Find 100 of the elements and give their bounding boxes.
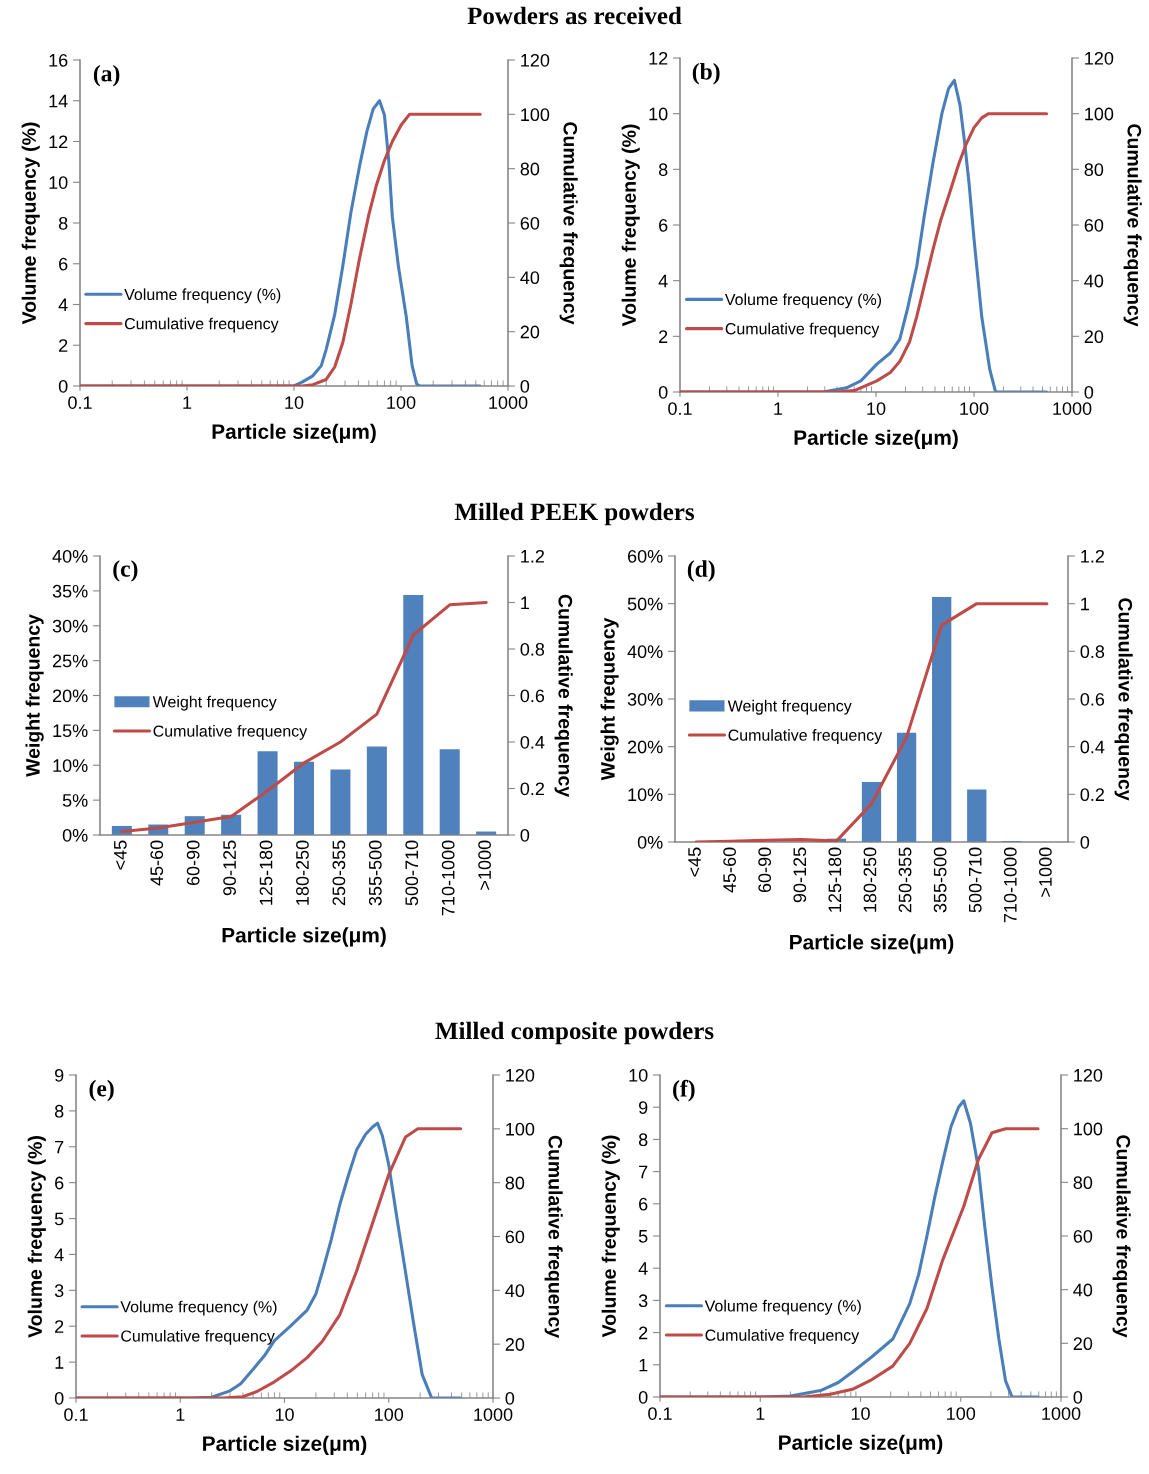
y-tick-label: 3: [54, 1284, 64, 1298]
y-axis-title: Volume frequency (%): [601, 1135, 620, 1338]
x-axis-title: Particle size(μm): [212, 423, 376, 444]
x-tick-label: 500-710: [405, 840, 419, 906]
x-tick-label: 125-180: [828, 847, 842, 912]
x-axis-title: Particle size(μm): [794, 429, 958, 450]
x-tick-label: 1000: [474, 1408, 513, 1421]
x-tick-label: 180-250: [863, 847, 877, 912]
y-tick-label: 6: [659, 218, 668, 232]
y-tick-label: 12: [49, 135, 68, 149]
y2-tick-label: 0.2: [520, 782, 544, 796]
y-tick-label: 1: [55, 1356, 64, 1369]
x-tick-label: 100: [960, 402, 989, 415]
y-tick-label: 5: [54, 1212, 64, 1226]
y-axis-title: Volume frequency (%): [27, 1136, 46, 1338]
y2-axis-title: Cumulative frequency: [1123, 124, 1142, 327]
x-tick-label: >1000: [478, 840, 491, 890]
y-tick-label: 9: [55, 1068, 64, 1082]
y-tick-label: 5: [638, 1230, 648, 1243]
y-tick-label: 14: [49, 94, 68, 108]
x-tick-label: <45: [688, 847, 701, 877]
y2-axis-title: Cumulative frequency: [1112, 1135, 1131, 1338]
y-tick-label: 8: [58, 216, 68, 230]
y2-tick-label: 60: [1073, 1229, 1093, 1243]
x-tick-label: 355-500: [933, 847, 947, 913]
y2-tick-label: 60: [520, 216, 540, 230]
y2-tick-label: 0: [1080, 835, 1090, 849]
x-tick-label: 1000: [1053, 402, 1092, 415]
x-tick-label: 60-90: [758, 847, 772, 893]
x-tick-label: 1: [176, 1408, 185, 1421]
x-tick-label: <45: [114, 840, 127, 870]
y2-tick-label: 60: [1084, 218, 1104, 232]
y2-axis-title: Cumulative frequency: [554, 594, 573, 797]
y-tick-label: 7: [639, 1165, 648, 1179]
y2-tick-label: 80: [1073, 1176, 1093, 1190]
y-tick-label: 50%: [627, 597, 663, 611]
y2-tick-label: 0.2: [1080, 788, 1104, 802]
x-tick-label: 100: [387, 396, 416, 409]
x-tick-label: 180-250: [296, 840, 309, 905]
y-tick-label: 8: [658, 163, 668, 177]
annotation: (f): [673, 1079, 695, 1102]
y-tick-label: 0: [658, 385, 668, 399]
legend-label: Cumulative frequency: [725, 322, 880, 338]
y2-tick-label: 120: [1085, 51, 1114, 65]
x-tick-label: 710-1000: [441, 840, 455, 916]
y2-tick-label: 40: [505, 1284, 525, 1298]
legend-label: Volume frequency (%): [120, 1300, 277, 1316]
y-tick-label: 3: [638, 1294, 648, 1308]
y-tick-label: 4: [54, 1248, 64, 1261]
legend-label: Cumulative frequency: [705, 1329, 860, 1344]
y2-tick-label: 20: [505, 1338, 525, 1351]
x-tick-label: 710-1000: [1003, 847, 1017, 923]
x-tick-label: 90-125: [223, 840, 236, 896]
y-tick-label: 16: [49, 53, 68, 67]
x-tick-label: 0.1: [68, 396, 92, 409]
x-tick-label: 250-355: [332, 840, 346, 906]
y2-tick-label: 0.4: [1080, 740, 1105, 754]
y-tick-label: 40%: [627, 645, 663, 659]
y2-tick-label: 120: [1074, 1068, 1103, 1082]
annotation: (a): [93, 64, 120, 87]
legend-label: Cumulative frequency: [121, 1329, 275, 1345]
text: Milled PEEK powders: [454, 502, 695, 526]
y-tick-label: 0: [54, 1391, 64, 1405]
x-tick-label: 10: [867, 402, 886, 415]
y-axis-title: Volume frequency (%): [621, 124, 640, 327]
legend-label: Volume frequency (%): [724, 293, 882, 309]
x-axis-title: Particle size(μm): [203, 1435, 367, 1456]
y2-tick-label: 100: [506, 1122, 535, 1136]
y2-tick-label: 20: [1073, 1337, 1093, 1351]
y-tick-label: 9: [639, 1101, 648, 1114]
y-tick-label: 60%: [627, 549, 663, 563]
y-tick-label: 30%: [52, 619, 88, 633]
annotation: (c): [113, 560, 138, 582]
y-tick-label: 5%: [62, 794, 88, 807]
y-tick-label: 1: [639, 1358, 648, 1372]
y-tick-label: 10: [629, 1068, 648, 1082]
y-axis-title: Weight frequency: [600, 617, 619, 781]
annotation: (b): [692, 63, 720, 85]
x-axis-title: Particle size(μm): [779, 1434, 943, 1455]
x-tick-label: 45-60: [723, 847, 736, 893]
y2-tick-label: 40: [520, 271, 540, 285]
y-axis-title: Volume frequency (%): [21, 122, 40, 325]
x-tick-label: 355-500: [368, 840, 382, 906]
y2-tick-label: 20: [1084, 330, 1104, 344]
y2-tick-label: 0: [1084, 385, 1094, 399]
y-tick-label: 6: [59, 257, 68, 271]
x-tick-label: 0.1: [648, 1407, 672, 1420]
text: Powders as received: [467, 6, 682, 25]
y-tick-label: 20%: [627, 740, 663, 754]
x-tick-label: 100: [947, 1407, 976, 1420]
x-tick-label: 250-355: [898, 847, 912, 913]
x-tick-label: >1000: [1039, 847, 1052, 897]
y2-tick-label: 0: [520, 379, 530, 393]
y-tick-label: 10: [649, 107, 668, 121]
y2-tick-label: 60: [505, 1230, 525, 1244]
y2-tick-label: 0: [520, 828, 530, 842]
y-tick-label: 0%: [62, 828, 88, 842]
x-tick-label: 1: [774, 402, 783, 415]
y-tick-label: 4: [638, 1262, 648, 1275]
y2-tick-label: 1.2: [1081, 549, 1104, 563]
